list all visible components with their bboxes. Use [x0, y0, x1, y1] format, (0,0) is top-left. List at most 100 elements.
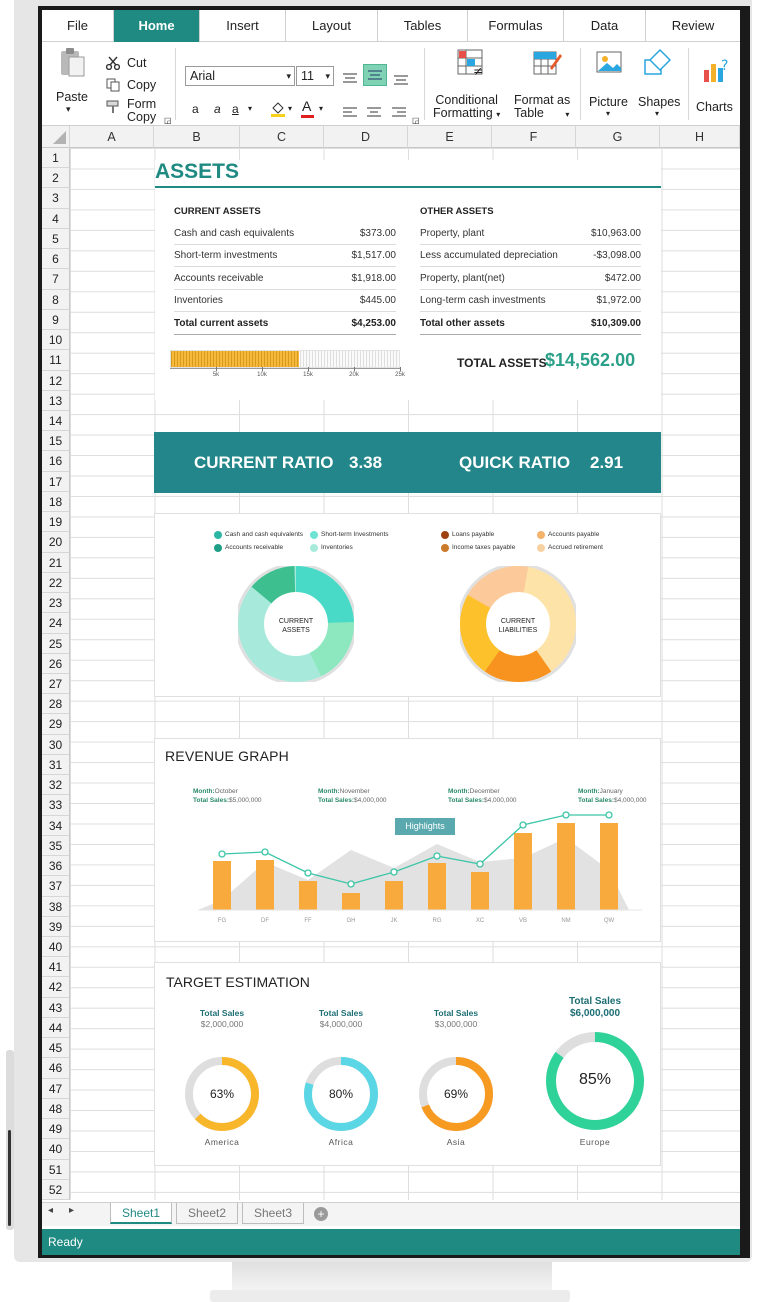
row-header[interactable]: 3	[42, 188, 70, 209]
sheet-tab-1[interactable]: Sheet1	[110, 1203, 172, 1224]
row-header[interactable]: 30	[42, 734, 70, 755]
column-header-c[interactable]: C	[240, 126, 324, 148]
tab-tables[interactable]: Tables	[378, 10, 468, 42]
paste-icon[interactable]	[60, 48, 86, 83]
tab-data[interactable]: Data	[564, 10, 646, 42]
tab-home[interactable]: Home	[114, 10, 200, 42]
font-size-select[interactable]: 11 ▾	[296, 66, 334, 86]
row-header[interactable]: 18	[42, 491, 70, 513]
row-header[interactable]: 10	[42, 330, 70, 351]
row-header[interactable]: 17	[42, 471, 70, 492]
tab-file[interactable]: File	[42, 10, 114, 42]
row-header[interactable]: 1	[42, 148, 70, 169]
row-header[interactable]: 15	[42, 431, 70, 452]
row-header[interactable]: 46	[42, 1058, 70, 1079]
row-header[interactable]: 33	[42, 795, 70, 816]
row-header[interactable]: 2	[42, 168, 70, 189]
row-header[interactable]: 19	[42, 512, 70, 533]
alignment-expand-icon[interactable]: ◲	[412, 116, 420, 125]
row-header[interactable]: 9	[42, 309, 70, 331]
row-header[interactable]: 40	[42, 1139, 70, 1160]
paste-dropdown-icon[interactable]: ▾	[66, 104, 71, 114]
row-header[interactable]: 4	[42, 208, 70, 229]
row-header[interactable]: 47	[42, 1078, 70, 1099]
chevron-down-icon[interactable]: ▾	[288, 104, 293, 113]
row-header[interactable]: 20	[42, 532, 70, 553]
row-header[interactable]: 32	[42, 775, 70, 796]
picture-button[interactable]: Picture	[589, 95, 628, 109]
row-header[interactable]: 27	[42, 674, 70, 695]
row-header[interactable]: 13	[42, 390, 70, 411]
row-header[interactable]: 34	[42, 815, 70, 836]
sheet-tab-3[interactable]: Sheet3	[242, 1203, 304, 1224]
row-header[interactable]: 28	[42, 694, 70, 715]
row-header[interactable]: 37	[42, 876, 70, 897]
sheet-tab-2[interactable]: Sheet2	[176, 1203, 238, 1224]
row-header[interactable]: 49	[42, 1119, 70, 1140]
row-header[interactable]: 36	[42, 856, 70, 877]
tab-review[interactable]: Review	[671, 18, 715, 33]
highlights-badge[interactable]: Highlights	[395, 818, 455, 835]
conditional-formatting-button[interactable]: Conditional Formatting ▾	[433, 93, 501, 120]
scroll-right-icon[interactable]: ▸	[69, 1205, 75, 1216]
row-header[interactable]: 35	[42, 835, 70, 857]
row-header[interactable]: 21	[42, 552, 70, 573]
column-header-e[interactable]: E	[408, 126, 492, 148]
row-header[interactable]: 48	[42, 1098, 70, 1120]
row-header[interactable]: 40	[42, 937, 70, 958]
row-header[interactable]: 52	[42, 1179, 70, 1200]
align-bottom-icon[interactable]	[394, 72, 408, 90]
italic-button[interactable]: a	[214, 102, 221, 116]
format-as-table-button[interactable]: Format as Table ▾	[514, 93, 571, 120]
row-header[interactable]: 23	[42, 593, 70, 614]
column-header-f[interactable]: F	[492, 126, 576, 148]
font-color-button[interactable]: A	[302, 98, 312, 114]
bold-button[interactable]: a	[192, 102, 199, 116]
align-middle-icon[interactable]	[363, 64, 387, 86]
tab-insert[interactable]: Insert	[200, 10, 286, 42]
fill-color-icon[interactable]	[270, 100, 286, 123]
row-header[interactable]: 25	[42, 633, 70, 654]
chevron-down-icon[interactable]: ▾	[248, 104, 253, 113]
shapes-button[interactable]: Shapes	[638, 95, 681, 109]
align-top-icon[interactable]	[343, 70, 357, 88]
row-header[interactable]: 39	[42, 916, 70, 937]
row-header[interactable]: 14	[42, 411, 70, 432]
row-header[interactable]: 45	[42, 1038, 70, 1059]
format-painter-icon[interactable]	[106, 100, 120, 119]
align-center-icon[interactable]	[367, 104, 381, 122]
row-header[interactable]: 42	[42, 977, 70, 998]
row-header[interactable]: 31	[42, 754, 70, 776]
column-header-h[interactable]: H	[660, 126, 740, 148]
row-header[interactable]: 29	[42, 714, 70, 735]
format-as-table-icon[interactable]	[532, 48, 562, 83]
picture-icon[interactable]	[595, 50, 625, 83]
chevron-down-icon[interactable]: ▾	[655, 109, 660, 118]
row-header[interactable]: 41	[42, 957, 70, 978]
tab-layout[interactable]: Layout	[286, 10, 378, 42]
row-header[interactable]: 44	[42, 1017, 70, 1039]
copy-button[interactable]: Copy	[127, 78, 157, 92]
column-header-b[interactable]: B	[154, 126, 240, 148]
chevron-down-icon[interactable]: ▾	[319, 104, 324, 113]
copy-icon[interactable]	[106, 78, 120, 97]
form-copy-button[interactable]: Form Copy	[127, 97, 157, 124]
charts-button[interactable]: Charts	[696, 100, 733, 114]
row-header[interactable]: 38	[42, 896, 70, 917]
clipboard-expand-icon[interactable]: ◲	[164, 116, 172, 125]
align-right-icon[interactable]	[392, 104, 406, 122]
row-header[interactable]: 26	[42, 653, 70, 674]
font-name-select[interactable]: Arial ▾	[185, 66, 295, 86]
row-header[interactable]: 11	[42, 350, 70, 371]
row-header[interactable]: 43	[42, 997, 70, 1018]
row-header[interactable]: 51	[42, 1159, 70, 1180]
row-header[interactable]: 7	[42, 269, 70, 290]
charts-icon[interactable]: ?	[702, 56, 730, 89]
row-header[interactable]: 12	[42, 370, 70, 391]
column-header-d[interactable]: D	[324, 126, 408, 148]
add-sheet-icon[interactable]: +	[314, 1207, 328, 1221]
scissors-icon[interactable]	[105, 56, 121, 75]
align-left-icon[interactable]	[343, 104, 357, 122]
column-header-a[interactable]: A	[70, 126, 154, 148]
underline-button[interactable]: a	[232, 102, 239, 116]
